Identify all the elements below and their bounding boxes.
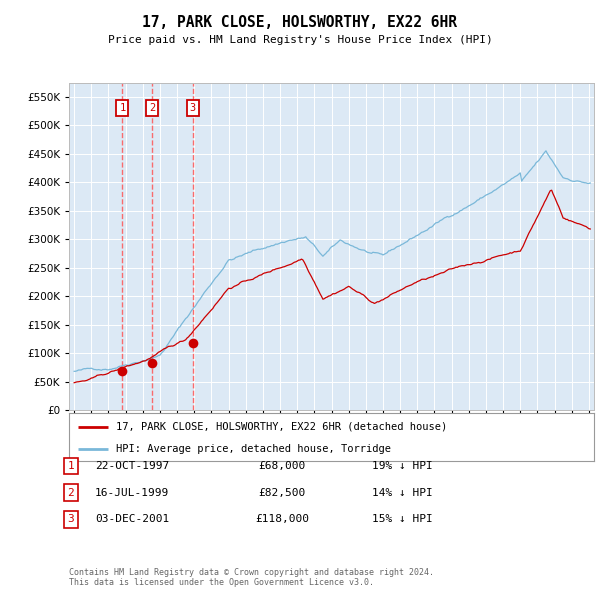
Text: 2: 2 — [149, 103, 155, 113]
Text: 1: 1 — [119, 103, 125, 113]
Text: £118,000: £118,000 — [255, 514, 309, 524]
Text: 19% ↓ HPI: 19% ↓ HPI — [372, 461, 433, 471]
Text: 16-JUL-1999: 16-JUL-1999 — [95, 488, 169, 497]
Text: Price paid vs. HM Land Registry's House Price Index (HPI): Price paid vs. HM Land Registry's House … — [107, 35, 493, 45]
Text: 3: 3 — [67, 514, 74, 524]
Text: 17, PARK CLOSE, HOLSWORTHY, EX22 6HR: 17, PARK CLOSE, HOLSWORTHY, EX22 6HR — [143, 15, 458, 30]
Text: £82,500: £82,500 — [259, 488, 305, 497]
Text: 15% ↓ HPI: 15% ↓ HPI — [372, 514, 433, 524]
Text: 03-DEC-2001: 03-DEC-2001 — [95, 514, 169, 524]
Text: 17, PARK CLOSE, HOLSWORTHY, EX22 6HR (detached house): 17, PARK CLOSE, HOLSWORTHY, EX22 6HR (de… — [116, 421, 448, 431]
Text: 2: 2 — [67, 488, 74, 497]
Text: 14% ↓ HPI: 14% ↓ HPI — [372, 488, 433, 497]
Text: 22-OCT-1997: 22-OCT-1997 — [95, 461, 169, 471]
Text: Contains HM Land Registry data © Crown copyright and database right 2024.
This d: Contains HM Land Registry data © Crown c… — [69, 568, 434, 587]
Text: 1: 1 — [67, 461, 74, 471]
Text: 3: 3 — [190, 103, 196, 113]
Text: HPI: Average price, detached house, Torridge: HPI: Average price, detached house, Torr… — [116, 444, 391, 454]
Text: £68,000: £68,000 — [259, 461, 305, 471]
